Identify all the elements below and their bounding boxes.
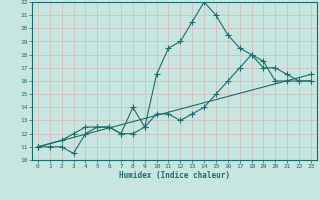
X-axis label: Humidex (Indice chaleur): Humidex (Indice chaleur)	[119, 171, 230, 180]
